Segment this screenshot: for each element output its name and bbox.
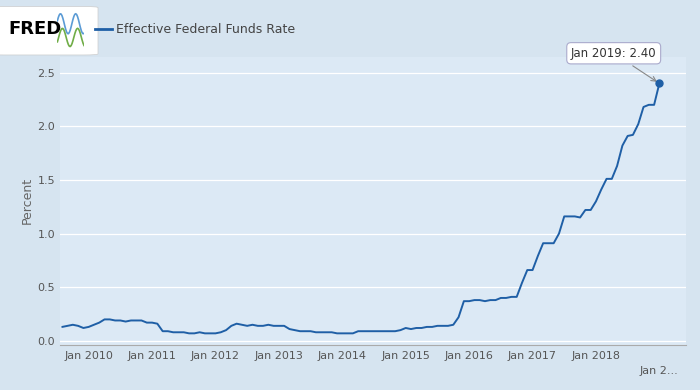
Text: Jan 2...: Jan 2... xyxy=(640,365,679,376)
Text: Effective Federal Funds Rate: Effective Federal Funds Rate xyxy=(116,23,295,35)
FancyBboxPatch shape xyxy=(0,7,98,55)
Text: FRED: FRED xyxy=(8,20,62,38)
Y-axis label: Percent: Percent xyxy=(20,177,34,224)
Text: Jan 2019: 2.40: Jan 2019: 2.40 xyxy=(571,47,657,81)
